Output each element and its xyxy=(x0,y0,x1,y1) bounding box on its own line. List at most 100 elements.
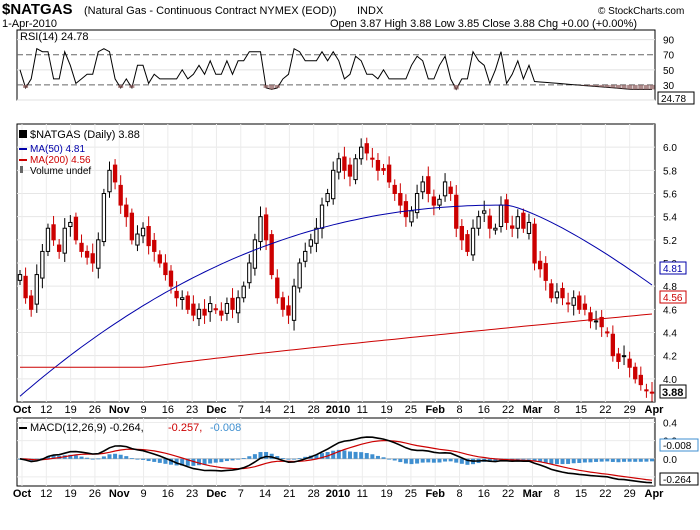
x-tick-label: 21 xyxy=(283,488,295,500)
close-value: 3.88 xyxy=(662,387,683,399)
macd-histogram-bar xyxy=(157,458,162,463)
macd-histogram-bar xyxy=(370,454,375,459)
macd-histogram-bar xyxy=(342,450,347,459)
macd-histogram-bar xyxy=(554,458,559,465)
candle-body xyxy=(56,244,62,252)
macd-histogram-bar xyxy=(420,458,425,463)
ma200-line xyxy=(20,313,653,368)
hist-value: -0.008 xyxy=(663,441,692,452)
macd-histogram-bar xyxy=(101,456,106,459)
rsi-current-value: 24.78 xyxy=(661,94,686,105)
candle-body xyxy=(342,156,347,171)
rsi-oversold-bar xyxy=(599,84,605,87)
price-tick-label: 5.4 xyxy=(663,213,677,224)
candle-body xyxy=(370,157,375,160)
candle-body xyxy=(386,164,392,183)
rsi-oversold-bar xyxy=(23,84,29,88)
macd-panel xyxy=(16,417,656,487)
x-tick-label: Feb xyxy=(425,404,445,416)
macd-histogram-bar xyxy=(213,458,218,463)
candle-body xyxy=(549,283,554,299)
candle-body xyxy=(79,242,84,252)
macd-histogram-bar xyxy=(633,458,638,462)
candle-body xyxy=(230,297,235,310)
candle-body xyxy=(599,316,604,328)
price-tick-label: 5.8 xyxy=(663,166,677,177)
macd-histogram-bar xyxy=(538,458,543,462)
macd-label-hist: -0.008 xyxy=(210,422,241,434)
x-tick-label: 8 xyxy=(456,488,462,500)
candle-body xyxy=(515,216,520,229)
price-legend: $NATGAS (Daily) 3.88 MA(50) 4.81 MA(200)… xyxy=(19,129,140,177)
candle-body xyxy=(381,168,386,171)
x-tick-label: 29 xyxy=(624,488,636,500)
macd-histogram-bar xyxy=(292,458,297,460)
ohlc-summary: Open 3.87 High 3.88 Low 3.85 Close 3.88 … xyxy=(330,18,637,30)
macd-histogram-bar xyxy=(515,458,520,460)
x-tick-label: Mar xyxy=(523,488,543,500)
candle-body xyxy=(392,184,397,194)
x-tick-label: Feb xyxy=(425,488,445,500)
candle-body xyxy=(146,226,151,247)
candle-body xyxy=(420,181,425,193)
candle-body xyxy=(90,253,95,264)
macd-histogram-bar xyxy=(415,458,420,464)
x-tick-label: 16 xyxy=(478,404,490,416)
x-tick-label: 11 xyxy=(357,488,368,500)
macd-histogram-bar xyxy=(163,458,168,464)
candle-body xyxy=(431,196,437,206)
macd-histogram-bar xyxy=(73,455,78,459)
candle-body xyxy=(414,193,420,214)
macd-histogram-bar xyxy=(493,458,498,462)
candle-body xyxy=(297,262,302,289)
macd-histogram-bar xyxy=(174,458,179,466)
x-tick-label: 8 xyxy=(554,404,560,416)
candle-body xyxy=(314,227,319,244)
candle-body xyxy=(560,287,565,299)
price-tick-label: 4.0 xyxy=(663,375,677,386)
candle-body xyxy=(577,295,582,310)
macd-line xyxy=(19,436,653,484)
candle-body xyxy=(353,158,358,181)
candlesticks xyxy=(17,137,655,402)
macd-histogram-bar xyxy=(392,458,397,461)
candle-body xyxy=(107,169,112,193)
x-tick-label: 16 xyxy=(162,404,174,416)
macd-histogram-bar xyxy=(566,458,571,464)
macd-histogram-bar xyxy=(314,454,319,459)
x-tick-label: 15 xyxy=(575,404,587,416)
candle-body xyxy=(275,277,280,299)
candle-body xyxy=(213,308,218,311)
candle-body xyxy=(532,223,537,264)
x-tick-label: 16 xyxy=(478,488,490,500)
x-tick-label: 9 xyxy=(140,404,146,416)
price-tick-label: 5.2 xyxy=(663,236,677,247)
macd-histogram-bar xyxy=(627,458,632,462)
macd-histogram-bar xyxy=(85,457,90,459)
candle-body xyxy=(219,310,224,316)
macd-histogram-bar xyxy=(258,452,263,459)
macd-histogram-bar xyxy=(252,454,257,459)
macd-histogram-bar xyxy=(169,458,174,465)
macd-histogram-bar xyxy=(303,456,308,459)
x-tick-label: 12 xyxy=(40,404,52,416)
macd-histogram-bar xyxy=(219,458,224,463)
candle-body xyxy=(504,199,509,223)
x-tick-label: 7 xyxy=(238,404,244,416)
rsi-oversold-bar xyxy=(638,84,644,90)
macd-histogram-bar xyxy=(280,458,285,459)
rsi-oversold-bar xyxy=(615,84,621,89)
x-tick-label: 23 xyxy=(186,488,198,500)
candle-body xyxy=(510,225,515,229)
ma50-line xyxy=(19,204,653,397)
candle-body xyxy=(34,274,39,305)
candle-body xyxy=(482,210,487,214)
macd-histogram xyxy=(18,449,654,466)
candle-body xyxy=(459,226,465,241)
macd-histogram-bar xyxy=(196,458,201,466)
x-tick-label: Nov xyxy=(109,404,131,416)
candle-body xyxy=(526,221,532,234)
macd-histogram-bar xyxy=(443,458,448,462)
macd-histogram-bar xyxy=(359,452,364,459)
x-tick-label: 2010 xyxy=(326,488,350,500)
